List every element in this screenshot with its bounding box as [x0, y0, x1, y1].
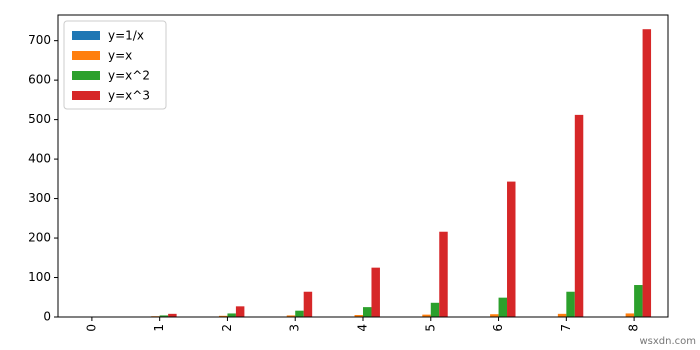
bar: [574, 114, 584, 317]
bar: [422, 314, 431, 317]
plot-frame: [57, 14, 669, 318]
legend-swatch: [72, 31, 100, 40]
legend-label: y=1/x: [108, 29, 144, 43]
y-tick-label: 300: [28, 191, 51, 205]
x-tick-label: 5: [423, 324, 437, 332]
bar: [430, 302, 440, 317]
y-tick-label: 600: [28, 73, 51, 87]
bar: [490, 314, 499, 317]
bar: [303, 291, 313, 317]
y-tick-label: 0: [43, 310, 51, 324]
x-tick-label: 6: [491, 324, 505, 332]
y-tick-label: 200: [28, 231, 51, 245]
x-tick-label: 4: [356, 324, 370, 332]
bar: [363, 307, 372, 317]
x-tick-label: 3: [288, 324, 302, 332]
y-tick-label: 400: [28, 152, 51, 166]
bar: [235, 306, 245, 317]
bar: [557, 313, 567, 317]
bar: [439, 231, 448, 317]
bar: [642, 29, 652, 318]
watermark: wsxdn.com: [639, 336, 696, 347]
y-tick-label: 100: [28, 270, 51, 284]
y-tick-label: 700: [28, 33, 51, 47]
legend-label: y=x^3: [108, 89, 150, 103]
legend-swatch: [72, 91, 100, 100]
legend-box: [63, 20, 167, 110]
bar: [295, 310, 304, 317]
bar: [286, 315, 296, 317]
legend-label: y=x^2: [108, 69, 150, 83]
bar: [371, 267, 380, 317]
bar: [168, 313, 177, 317]
legend-swatch: [72, 71, 100, 80]
x-tick-label: 0: [84, 324, 98, 332]
x-tick-label: 7: [559, 324, 573, 332]
bar: [634, 285, 643, 317]
legend-label: y=x: [108, 49, 132, 63]
bar: [507, 181, 516, 317]
bar: [218, 315, 228, 317]
bar: [625, 313, 635, 317]
x-tick-label: 1: [152, 324, 166, 332]
bar: [498, 297, 508, 317]
x-tick-label: 8: [627, 324, 641, 332]
bar: [159, 315, 169, 317]
bar: [354, 315, 363, 317]
y-tick-label: 500: [28, 112, 51, 126]
legend-swatch: [72, 51, 100, 60]
bar: [566, 291, 575, 317]
bar: [227, 313, 236, 317]
x-tick-label: 2: [220, 324, 234, 332]
